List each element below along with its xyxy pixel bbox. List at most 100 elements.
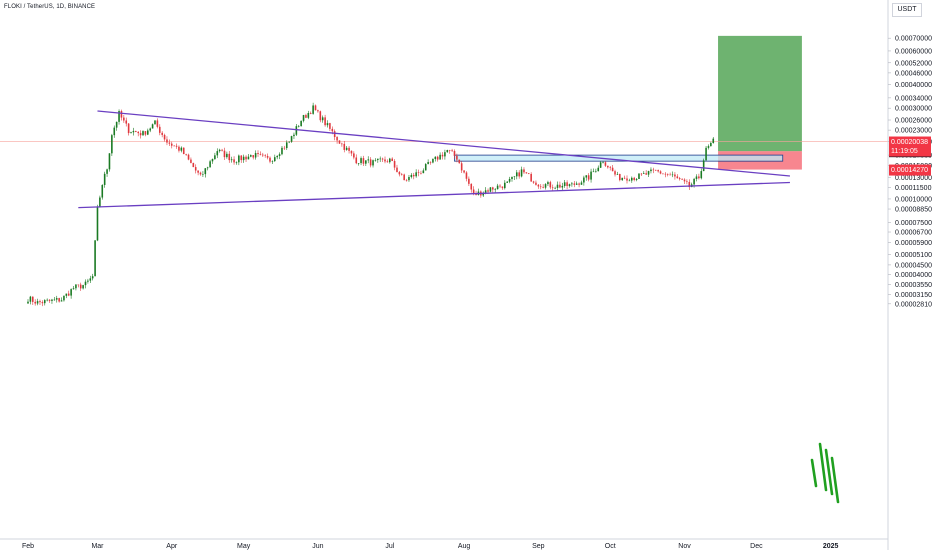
candle bbox=[700, 168, 703, 180]
candle bbox=[125, 117, 128, 127]
triangle-lower-trendline[interactable] bbox=[78, 181, 790, 209]
candle bbox=[173, 145, 175, 147]
candle bbox=[650, 167, 652, 174]
candle bbox=[63, 295, 65, 302]
candle bbox=[345, 146, 348, 151]
current-price-badge: 0.00020038 11:19:05 bbox=[889, 136, 931, 157]
price-tick-label: 0.00034000 bbox=[895, 95, 932, 102]
candle bbox=[611, 165, 614, 172]
candle bbox=[592, 168, 595, 173]
candle bbox=[381, 157, 384, 162]
candle bbox=[523, 167, 525, 174]
candle bbox=[135, 130, 137, 133]
candle bbox=[511, 176, 513, 182]
candle bbox=[616, 171, 619, 175]
candle bbox=[645, 170, 647, 175]
logo-bar bbox=[818, 442, 828, 492]
currency-selector[interactable]: USDT bbox=[892, 3, 922, 17]
candle bbox=[446, 149, 449, 153]
stop-price-badge-text: 0.00014270 bbox=[891, 167, 928, 174]
candle bbox=[403, 173, 405, 181]
price-tick-label: 0.00052000 bbox=[895, 60, 932, 67]
candle bbox=[350, 150, 353, 157]
candle bbox=[642, 171, 645, 175]
candle bbox=[305, 113, 307, 119]
price-tick-label: 0.00008850 bbox=[895, 207, 932, 214]
candle bbox=[580, 180, 583, 185]
candle bbox=[48, 299, 51, 303]
candle bbox=[400, 172, 403, 176]
candle bbox=[137, 131, 140, 137]
candle bbox=[36, 298, 39, 306]
candle bbox=[539, 184, 542, 190]
candle bbox=[405, 178, 408, 182]
triangle-upper-trendline[interactable] bbox=[97, 110, 790, 177]
candle bbox=[293, 132, 295, 140]
candle bbox=[654, 169, 657, 171]
price-tick-label: 0.00004500 bbox=[895, 262, 932, 269]
candle bbox=[343, 140, 346, 153]
candle bbox=[444, 149, 446, 160]
candle bbox=[384, 156, 386, 164]
candle bbox=[142, 130, 144, 136]
candle bbox=[494, 188, 497, 193]
candle bbox=[695, 174, 698, 182]
candle bbox=[312, 102, 314, 115]
candle bbox=[163, 133, 166, 142]
candle bbox=[707, 144, 710, 150]
candle bbox=[34, 299, 36, 306]
price-tick-label: 0.00070000 bbox=[895, 36, 932, 43]
candle bbox=[681, 178, 683, 181]
candle bbox=[561, 182, 564, 191]
candle bbox=[139, 130, 142, 139]
candle bbox=[89, 275, 92, 284]
candle bbox=[353, 151, 355, 160]
candle bbox=[206, 166, 209, 171]
candle bbox=[547, 180, 549, 187]
candle bbox=[166, 136, 168, 146]
candle bbox=[647, 170, 650, 178]
candle bbox=[170, 141, 173, 149]
time-tick-label: Jun bbox=[312, 543, 323, 550]
candle bbox=[43, 299, 46, 306]
candle bbox=[269, 156, 271, 164]
candle bbox=[84, 279, 87, 289]
price-tick-label: 0.00023000 bbox=[895, 128, 932, 135]
candle bbox=[429, 161, 432, 165]
candle bbox=[377, 158, 379, 163]
candle bbox=[103, 171, 106, 188]
time-tick-label: May bbox=[237, 543, 251, 550]
candle bbox=[29, 295, 32, 305]
candle bbox=[489, 187, 492, 193]
price-tick-label: 0.00003550 bbox=[895, 282, 932, 289]
candle bbox=[158, 124, 161, 136]
candle bbox=[379, 156, 382, 163]
candle bbox=[46, 298, 48, 302]
candle bbox=[468, 176, 470, 186]
candle bbox=[58, 297, 60, 303]
candle bbox=[151, 123, 154, 129]
candle bbox=[79, 282, 82, 291]
long-position-profit-zone[interactable] bbox=[718, 35, 802, 152]
candle bbox=[525, 172, 528, 174]
time-tick-label: Mar bbox=[91, 543, 104, 550]
candle bbox=[39, 299, 41, 306]
candle bbox=[666, 173, 669, 177]
candle bbox=[463, 170, 465, 174]
candle bbox=[273, 154, 276, 163]
candle bbox=[283, 145, 286, 150]
candle bbox=[388, 157, 391, 164]
candle bbox=[87, 278, 89, 284]
candle bbox=[355, 154, 358, 165]
price-tick-label: 0.00011500 bbox=[895, 185, 932, 192]
candle bbox=[456, 153, 458, 163]
price-tick-label: 0.00013000 bbox=[895, 175, 932, 182]
candle bbox=[156, 118, 159, 129]
time-tick-label: Sep bbox=[532, 543, 545, 550]
candle bbox=[559, 181, 561, 189]
candle bbox=[698, 173, 700, 180]
candle bbox=[432, 158, 434, 164]
time-tick-label: 2025 bbox=[823, 543, 839, 550]
